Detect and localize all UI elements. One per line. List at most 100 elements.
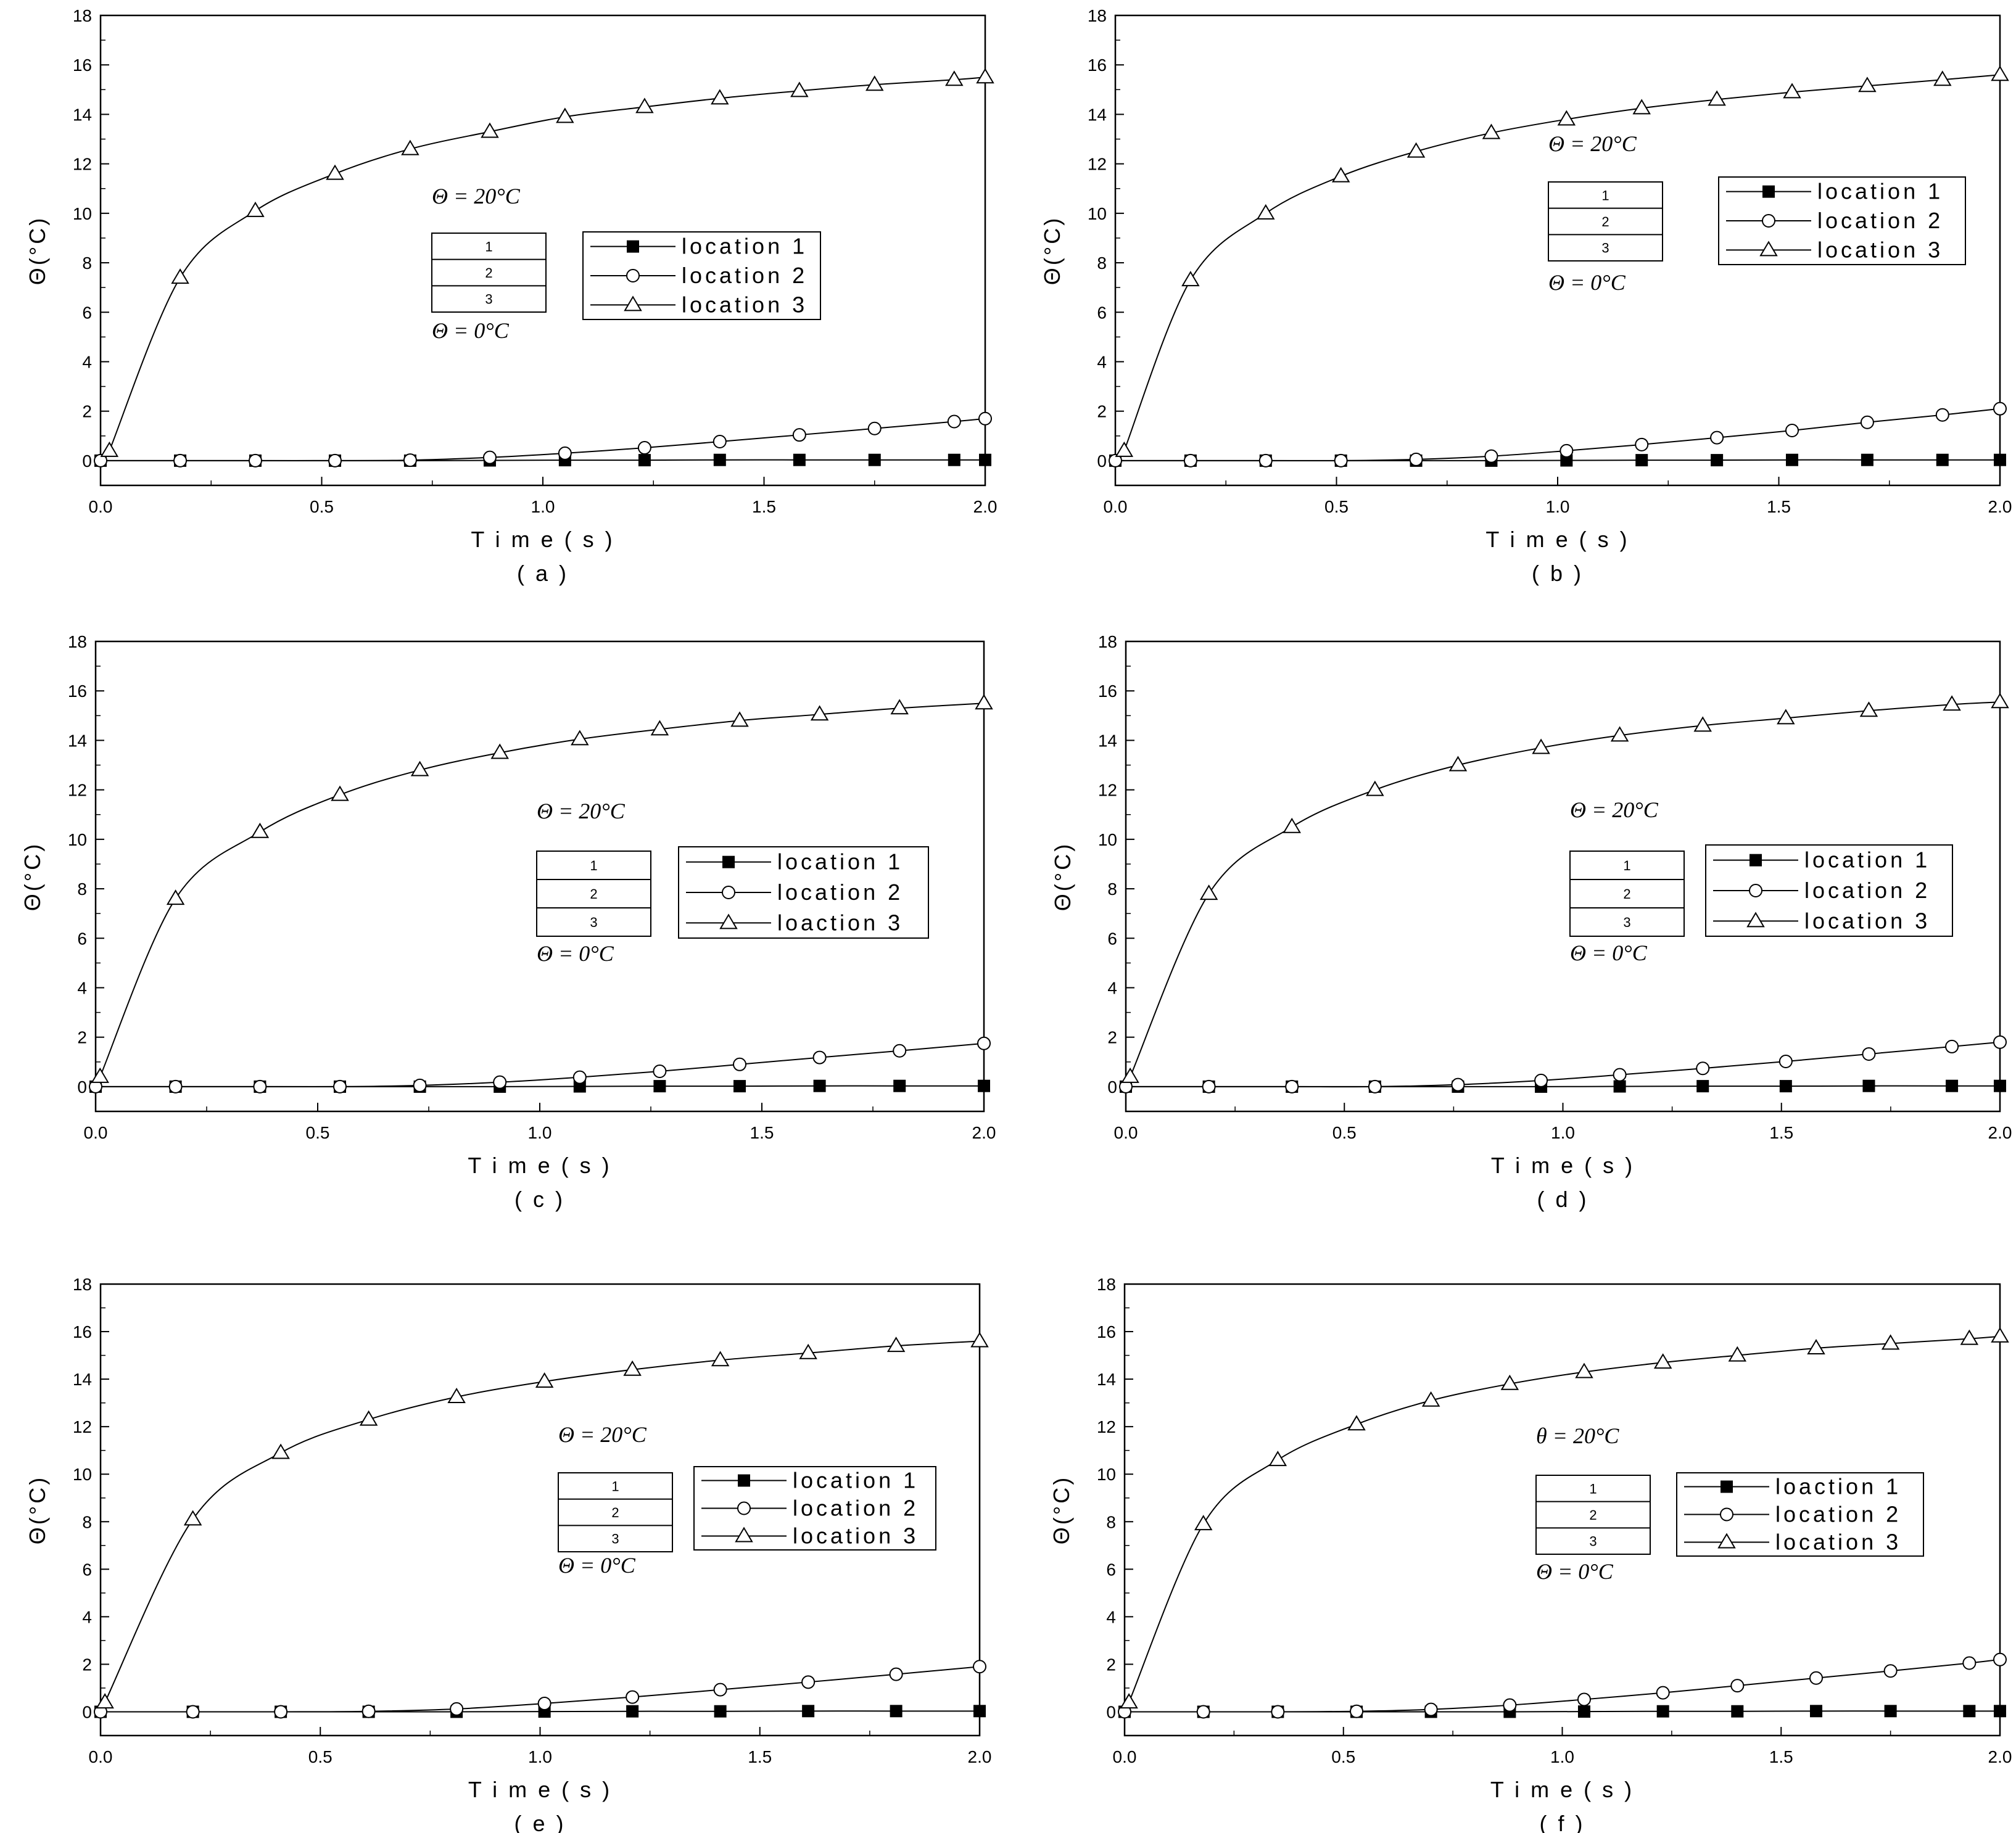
legend: location 1 location 2 location 3 bbox=[582, 231, 821, 320]
y-tick-label: 4 bbox=[1097, 352, 1107, 371]
x-tick-label: 0.0 bbox=[1104, 497, 1128, 516]
data-point-triangle bbox=[1575, 1362, 1593, 1378]
y-tick-label: 12 bbox=[1088, 155, 1107, 174]
data-point-triangle bbox=[250, 822, 270, 838]
data-point-square bbox=[638, 454, 651, 467]
x-tick-label: 1.5 bbox=[1769, 1747, 1793, 1766]
x-tick-label: 0.0 bbox=[1114, 1123, 1138, 1142]
data-point-triangle bbox=[571, 730, 589, 746]
data-point-circle bbox=[1534, 1073, 1548, 1087]
data-point-square bbox=[973, 1705, 986, 1718]
y-tick-label: 6 bbox=[1106, 1560, 1116, 1579]
y-tick-label: 0 bbox=[82, 451, 92, 471]
series-3 bbox=[1120, 1327, 2009, 1709]
y-axis-label: Θ(°C) bbox=[1049, 1475, 1074, 1544]
data-point-circle bbox=[1696, 1061, 1710, 1076]
series-2 bbox=[1118, 1652, 2007, 1719]
x-axis-label: T i m e ( s ) bbox=[1491, 1153, 1635, 1178]
data-point-square bbox=[868, 453, 881, 466]
legend-marker-square bbox=[1750, 854, 1762, 867]
layer-number: 2 bbox=[1601, 214, 1609, 229]
legend-marker-square bbox=[1721, 1480, 1733, 1493]
data-point-triangle bbox=[1777, 709, 1795, 725]
data-point-triangle bbox=[711, 1351, 730, 1367]
data-point-triangle bbox=[1943, 695, 1961, 711]
series-2 bbox=[94, 411, 992, 468]
data-point-square bbox=[1994, 453, 2006, 466]
layer-box bbox=[1535, 1475, 1651, 1555]
legend-label: location 2 bbox=[777, 879, 903, 905]
data-point-circle bbox=[1560, 443, 1574, 458]
data-point-triangle bbox=[1421, 1391, 1440, 1407]
y-tick-label: 6 bbox=[1107, 929, 1117, 948]
data-point-triangle bbox=[1366, 780, 1384, 796]
layer-number: 2 bbox=[611, 1505, 619, 1520]
series-line bbox=[104, 1340, 980, 1703]
y-tick-label: 2 bbox=[82, 402, 92, 421]
layer-number: 2 bbox=[1589, 1507, 1597, 1523]
layer-schematic: 1 2 3 bbox=[1569, 851, 1685, 937]
data-point-triangle bbox=[1482, 123, 1501, 139]
data-point-square bbox=[1861, 453, 1873, 466]
data-point-triangle bbox=[96, 1693, 114, 1709]
x-tick-label: 2.0 bbox=[1988, 497, 2012, 516]
y-tick-label: 14 bbox=[73, 1370, 92, 1389]
legend-marker-circle bbox=[722, 886, 735, 899]
data-point-square bbox=[1779, 1080, 1792, 1093]
legend-label: location 1 bbox=[1804, 847, 1930, 873]
data-point-triangle bbox=[1257, 204, 1275, 220]
y-tick-label: 12 bbox=[73, 1417, 92, 1436]
x-tick-label: 0.0 bbox=[89, 1747, 113, 1766]
boundary-top-label: Θ = 20°C bbox=[537, 799, 626, 823]
data-point-square bbox=[893, 1079, 906, 1092]
series-3 bbox=[1115, 65, 2009, 457]
y-tick-label: 4 bbox=[82, 352, 92, 371]
data-point-circle bbox=[1809, 1671, 1824, 1685]
layer-number: 1 bbox=[1589, 1481, 1597, 1496]
legend-label: location 1 bbox=[682, 234, 808, 259]
data-point-circle bbox=[493, 1075, 507, 1089]
data-point-circle bbox=[978, 411, 992, 426]
x-tick-label: 1.0 bbox=[1546, 497, 1570, 516]
data-point-triangle bbox=[1783, 83, 1801, 99]
y-tick-label: 4 bbox=[1106, 1607, 1116, 1626]
boundary-bottom-label: Θ = 0°C bbox=[432, 318, 510, 343]
y-tick-label: 4 bbox=[77, 978, 87, 997]
layer-number: 3 bbox=[590, 915, 597, 930]
data-point-circle bbox=[1613, 1068, 1627, 1082]
boundary-bottom-label: Θ = 0°C bbox=[537, 941, 614, 966]
y-tick-label: 6 bbox=[1097, 303, 1107, 322]
y-tick-label: 12 bbox=[68, 781, 87, 800]
data-point-square bbox=[1963, 1705, 1976, 1718]
legend-marker-triangle bbox=[735, 1526, 753, 1543]
series-line bbox=[109, 76, 986, 451]
layer-number: 3 bbox=[1601, 241, 1609, 256]
data-point-square bbox=[1731, 1705, 1744, 1718]
data-point-circle bbox=[1334, 453, 1348, 468]
data-point-circle bbox=[253, 1079, 267, 1094]
series-2 bbox=[89, 1036, 991, 1094]
legend-marker-square bbox=[1762, 185, 1775, 198]
layer-box bbox=[558, 1472, 673, 1552]
data-point-circle bbox=[1258, 453, 1273, 468]
data-point-triangle bbox=[1120, 1693, 1138, 1709]
data-point-circle bbox=[1945, 1039, 1959, 1053]
layer-schematic: 1 2 3 bbox=[1548, 181, 1663, 262]
data-point-circle bbox=[1368, 1079, 1382, 1094]
data-point-circle bbox=[792, 428, 806, 442]
y-axis-label: Θ(°C) bbox=[1050, 842, 1075, 911]
data-point-triangle bbox=[490, 743, 509, 759]
data-point-square bbox=[1810, 1705, 1823, 1718]
data-point-triangle bbox=[481, 122, 499, 138]
panel-label: ( f ) bbox=[1540, 1811, 1585, 1833]
data-point-circle bbox=[801, 1675, 816, 1689]
y-tick-label: 18 bbox=[73, 6, 92, 25]
data-point-triangle bbox=[183, 1510, 202, 1526]
data-point-triangle bbox=[1557, 110, 1576, 126]
x-tick-label: 0.0 bbox=[84, 1123, 108, 1142]
layer-number: 1 bbox=[485, 239, 492, 254]
data-point-triangle bbox=[1708, 90, 1726, 106]
data-point-triangle bbox=[1283, 817, 1301, 833]
y-tick-label: 16 bbox=[1088, 56, 1107, 75]
data-point-circle bbox=[482, 450, 497, 464]
